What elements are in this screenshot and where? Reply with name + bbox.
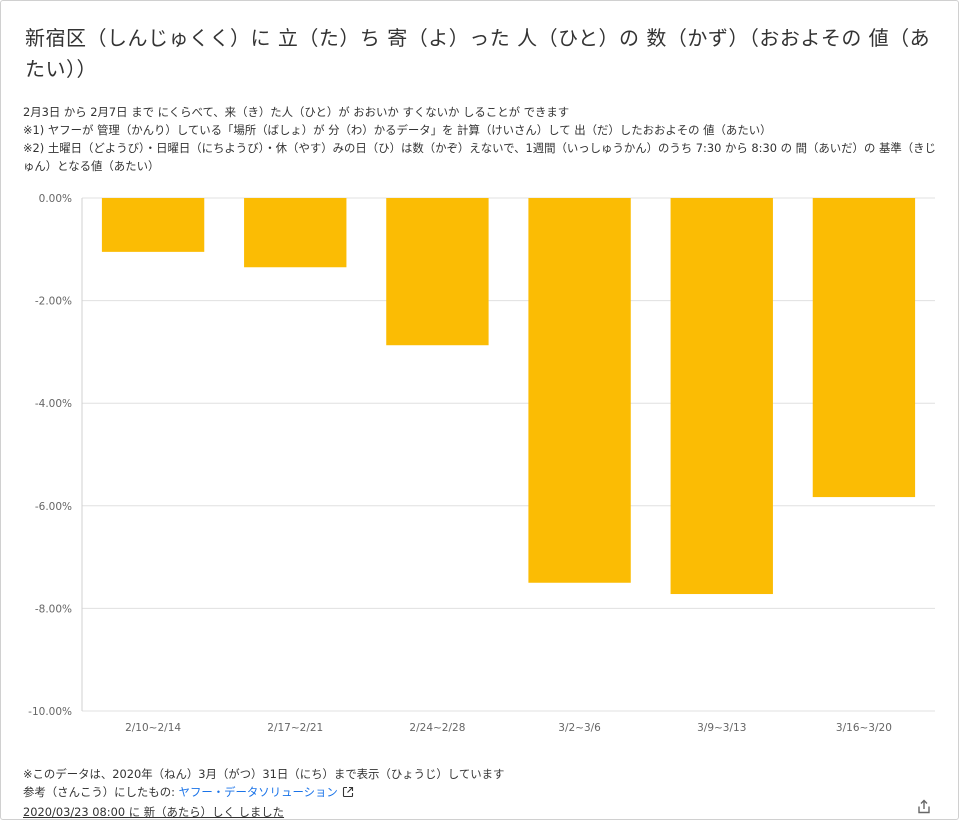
- chart-footer: ※このデータは、2020年（ねん）3月（がつ）31日（にち）まで表示（ひょうじ）…: [23, 765, 903, 821]
- x-tick-label: 2/17~2/21: [267, 722, 323, 734]
- y-tick-label: 0.00%: [39, 193, 72, 205]
- display-period-note: ※このデータは、2020年（ねん）3月（がつ）31日（にち）まで表示（ひょうじ）…: [23, 767, 505, 781]
- bar: [670, 198, 773, 595]
- last-updated: 2020/03/23 08:00 に 新（あたら）しく しました: [23, 805, 285, 819]
- x-tick-label: 3/16~3/20: [836, 722, 892, 734]
- note-comparison: 2月3日 から 2月7日 まで にくらべて、来（き）た人（ひと）が おおいか す…: [23, 105, 570, 119]
- reference-link[interactable]: ヤフー・データソリューション: [178, 785, 338, 799]
- chart-title: 新宿区（しんじゅくく）に 立（た）ち 寄（よ）った 人（ひと）の 数（かず）（お…: [25, 26, 931, 81]
- bar-chart: 0.00% -2.00% -4.00% -6.00% -8.00% -10.00% 2/10…: [1, 181, 959, 741]
- note-1: ※1) ヤフーが 管理（かんり）している「場所（ばしょ）が 分（わ）かるデータ」…: [23, 123, 772, 137]
- y-tick-label: -10.00%: [28, 706, 72, 718]
- external-link-icon[interactable]: [342, 785, 354, 803]
- y-tick-label: -2.00%: [35, 296, 72, 308]
- x-tick-label: 3/9~3/13: [697, 722, 746, 734]
- reference-prefix: 参考（さんこう）にしたもの:: [23, 785, 179, 799]
- chart-notes: 2月3日 から 2月7日 まで にくらべて、来（き）た人（ひと）が おおいか す…: [23, 103, 941, 175]
- x-tick-label: 2/10~2/14: [125, 722, 181, 734]
- y-tick-label: -6.00%: [35, 501, 72, 513]
- x-tick-label: 3/2~3/6: [558, 722, 601, 734]
- y-tick-label: -8.00%: [35, 603, 72, 615]
- reference-line: 参考（さんこう）にしたもの: ヤフー・データソリューション: [23, 783, 903, 803]
- bar: [528, 198, 631, 583]
- bar: [101, 198, 205, 252]
- note-2: ※2) 土曜日（どようび）・日曜日（にちようび）・休（やす）みの日（ひ）は数（か…: [23, 141, 936, 173]
- y-tick-label: -4.00%: [35, 398, 72, 410]
- share-icon[interactable]: [915, 798, 933, 816]
- bar-chart-svg: 0.00% -2.00% -4.00% -6.00% -8.00% -10.00% 2/10…: [28, 193, 935, 734]
- bar: [812, 198, 916, 498]
- x-tick-label: 2/24~2/28: [409, 722, 465, 734]
- bar: [386, 198, 489, 346]
- bar: [244, 198, 347, 268]
